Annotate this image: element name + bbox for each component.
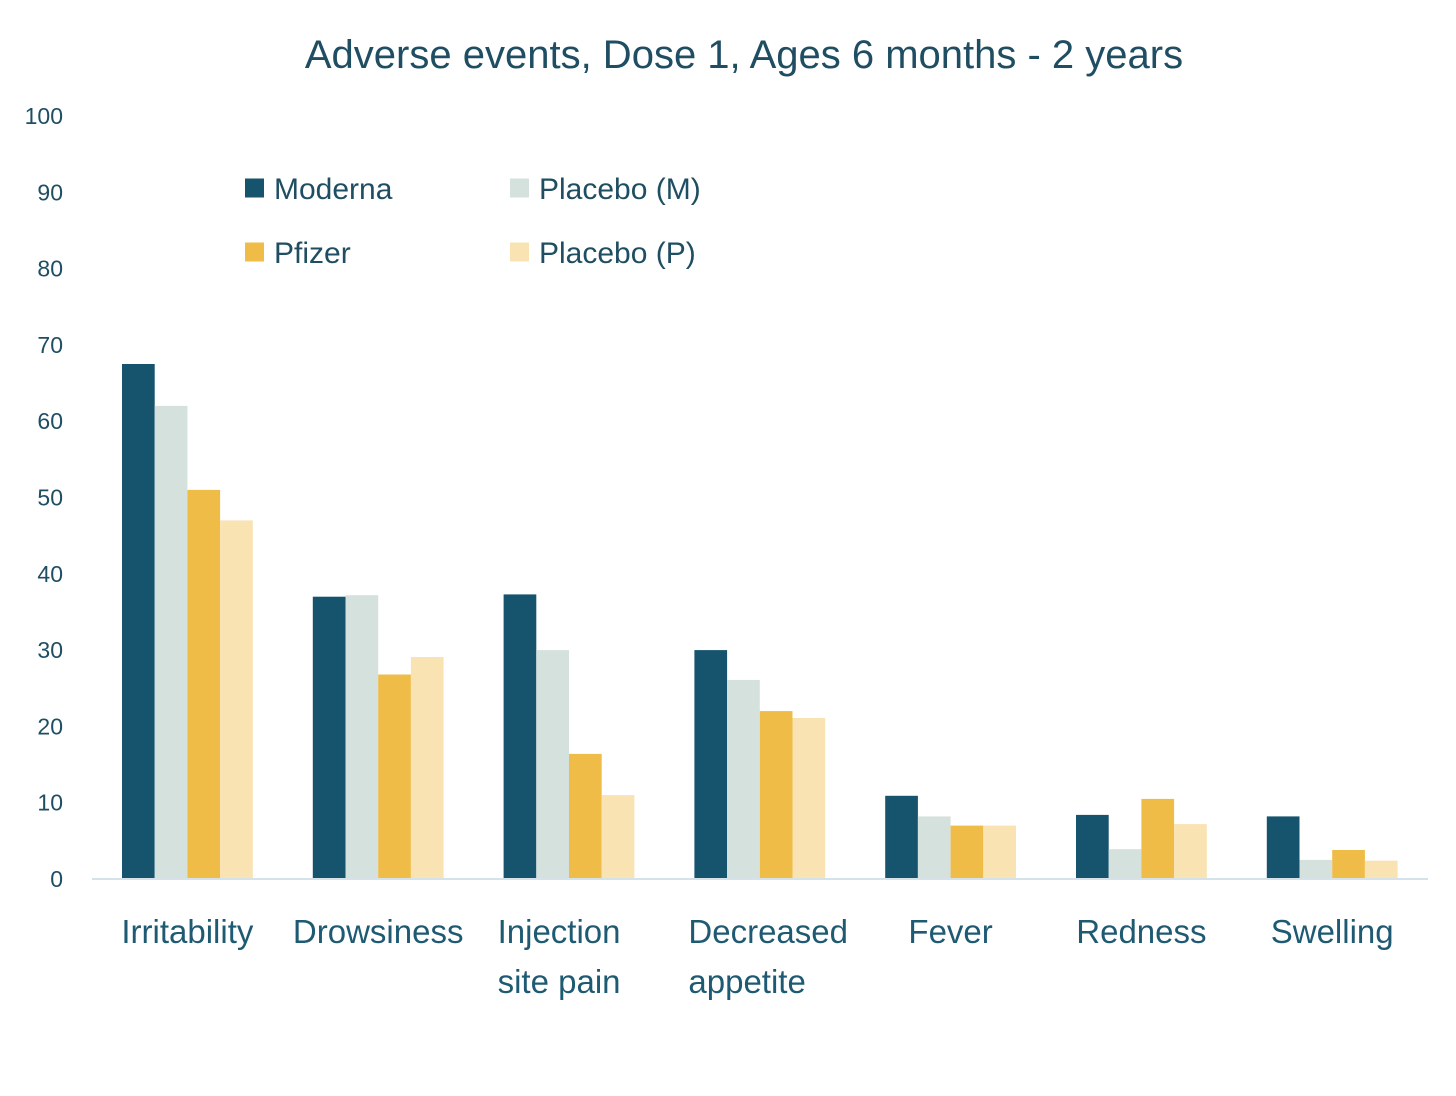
bar-group	[694, 650, 826, 879]
bar	[536, 650, 569, 879]
y-tick-label: 100	[25, 103, 63, 129]
y-tick-label: 0	[50, 866, 63, 892]
bar-group	[1076, 798, 1207, 879]
x-tick-label: Swelling	[1271, 913, 1394, 950]
bar	[122, 364, 155, 879]
bar-group	[1266, 816, 1398, 879]
bar-group	[885, 795, 1016, 879]
y-tick-label: 10	[37, 790, 63, 816]
legend-swatch	[510, 178, 529, 198]
bar-group	[503, 594, 635, 879]
x-tick-label: Drowsiness	[293, 913, 464, 950]
legend-item: Moderna	[245, 173, 393, 206]
y-tick-label: 20	[37, 713, 63, 739]
bar	[983, 825, 1016, 879]
bar	[345, 595, 379, 879]
y-tick-label: 80	[37, 256, 63, 282]
bar	[759, 711, 793, 879]
legend: Moderna Placebo (M) Pfizer Placebo (P)	[245, 173, 701, 270]
y-tick-label: 70	[37, 332, 63, 358]
bar	[1174, 824, 1207, 879]
bar	[569, 753, 602, 879]
bar	[950, 825, 984, 879]
y-tick-label: 50	[37, 485, 63, 511]
x-tick-label: Irritability	[121, 913, 254, 950]
bar	[694, 650, 728, 879]
bar-group	[122, 364, 253, 879]
bar	[1141, 798, 1175, 879]
bar	[312, 596, 346, 879]
bars	[122, 364, 1398, 879]
x-tick-label: Fever	[908, 913, 992, 950]
bar	[187, 489, 221, 879]
x-tick-label: Redness	[1076, 913, 1206, 950]
legend-label: Placebo (P)	[539, 237, 696, 270]
y-tick-label: 40	[37, 561, 63, 587]
y-tick-label: 60	[37, 408, 63, 434]
bar	[1299, 859, 1333, 879]
y-tick-label: 30	[37, 637, 63, 663]
bar	[727, 679, 760, 879]
bar	[1266, 816, 1300, 879]
bar	[1076, 814, 1109, 879]
legend-label: Placebo (M)	[539, 173, 701, 206]
y-axis-ticks: 0 10 20 30 40 50 60 70 80 90 100	[25, 103, 63, 892]
bar	[503, 594, 537, 879]
bar	[410, 657, 444, 879]
bar	[154, 405, 188, 879]
bar	[917, 816, 951, 879]
legend-label: Moderna	[274, 173, 393, 206]
bar	[885, 795, 918, 879]
bar	[1364, 860, 1398, 879]
legend-swatch	[245, 242, 264, 262]
x-tick-label: Injection site pain	[498, 913, 621, 1000]
bar	[220, 520, 253, 879]
bar	[792, 718, 826, 879]
legend-item: Placebo (M)	[510, 173, 701, 206]
bar	[601, 795, 635, 879]
x-tick-label: Decreased appetite	[688, 913, 848, 1000]
x-axis-ticks: Irritability Drowsiness Injection site pain…	[121, 913, 1393, 1000]
legend-swatch	[245, 178, 264, 198]
y-tick-label: 90	[37, 179, 63, 205]
bar	[1332, 850, 1365, 879]
legend-swatch	[510, 242, 529, 262]
bar	[1108, 849, 1142, 879]
legend-item: Pfizer	[245, 237, 351, 270]
legend-item: Placebo (P)	[510, 237, 696, 270]
legend-label: Pfizer	[274, 237, 351, 270]
bar	[378, 674, 411, 879]
chart-title: Adverse events, Dose 1, Ages 6 months - …	[305, 33, 1183, 77]
bar-group	[312, 595, 444, 879]
